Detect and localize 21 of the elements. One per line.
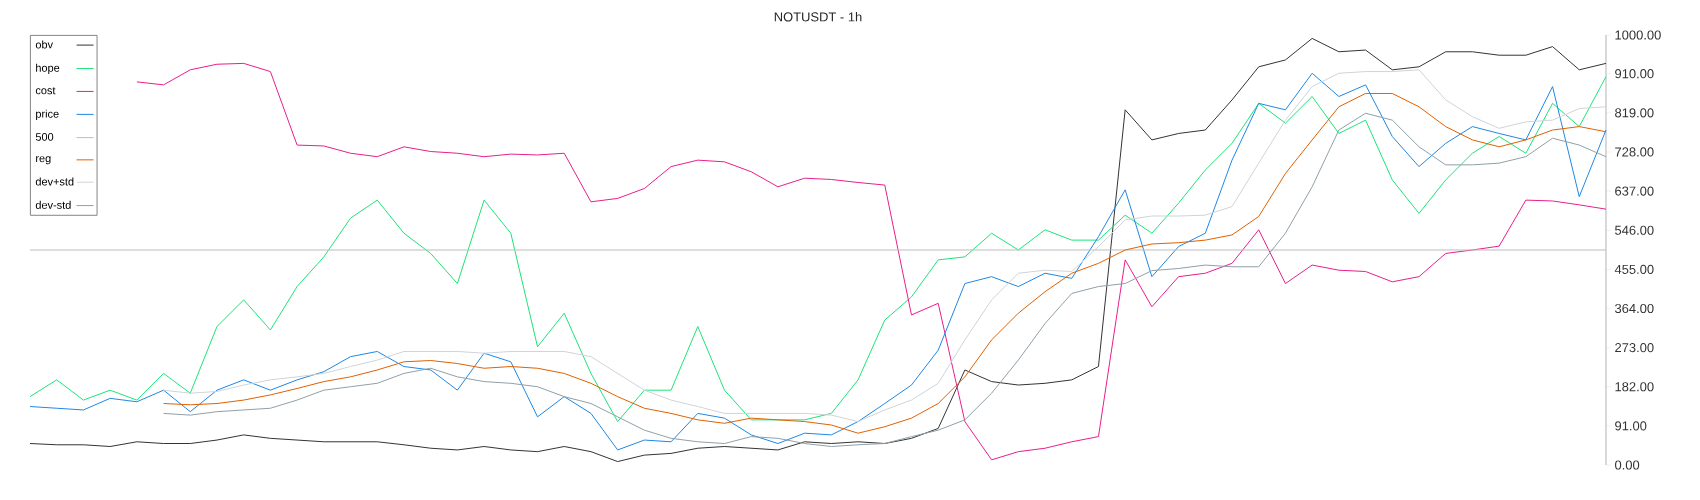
legend-label: 500	[35, 133, 54, 141]
y-tick-label: 728.00	[1615, 147, 1654, 157]
y-tick-label: 1000.00	[1615, 30, 1661, 40]
y-tick-label: 637.00	[1615, 186, 1654, 196]
legend-label: dev-std	[35, 200, 71, 209]
y-tick-label: 546.00	[1615, 225, 1654, 235]
y-tick-label: 364.00	[1614, 303, 1654, 314]
y-tick-label: 910.00	[1615, 69, 1654, 79]
y-tick-label: 91.00	[1615, 421, 1647, 431]
legend-label: dev+std	[35, 177, 74, 186]
legend-label: hope	[36, 63, 60, 74]
y-tick-label: 819.00	[1615, 108, 1654, 118]
y-tick-label: 273.00	[1615, 343, 1654, 353]
legend-label: obv	[35, 40, 53, 49]
legend-label: cost	[35, 87, 56, 95]
chart-title: NOTUSDT - 1h	[774, 11, 862, 22]
y-tick-label: 0.00	[1614, 460, 1640, 470]
y-tick-label: 455.00	[1614, 264, 1654, 274]
legend-label: price	[36, 109, 59, 120]
legend-label: reg	[36, 156, 51, 165]
y-tick-label: 182.00	[1615, 382, 1654, 392]
